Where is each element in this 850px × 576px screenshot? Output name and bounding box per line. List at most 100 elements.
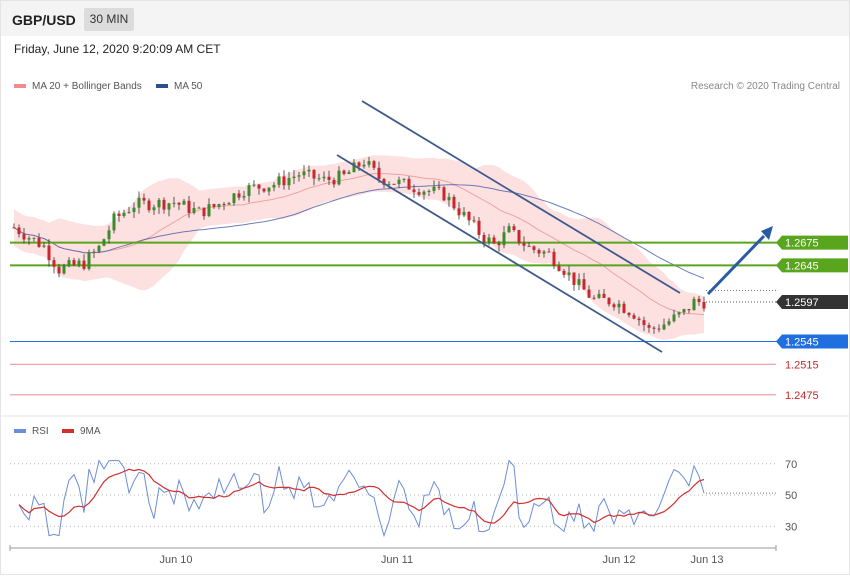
candle-body bbox=[77, 260, 81, 265]
candle-body bbox=[142, 197, 146, 201]
candle-body bbox=[467, 211, 471, 221]
candle-body bbox=[157, 199, 161, 208]
candle-body bbox=[642, 320, 646, 326]
candle-body bbox=[97, 245, 101, 252]
candle-body bbox=[362, 164, 366, 167]
candle-body bbox=[672, 314, 676, 322]
legend-label-ma20: MA 20 + Bollinger Bands bbox=[32, 81, 142, 92]
candle-body bbox=[127, 211, 131, 213]
candle-body bbox=[452, 196, 456, 209]
candle-body bbox=[377, 167, 381, 180]
candle-body bbox=[292, 176, 296, 179]
candle-body bbox=[172, 202, 176, 204]
candle-body bbox=[317, 178, 321, 180]
candle-body bbox=[477, 220, 481, 235]
candle-body bbox=[622, 303, 626, 313]
chart-header: GBP/USD 30 MIN bbox=[0, 0, 850, 36]
candle-body bbox=[22, 234, 26, 240]
candle-body bbox=[177, 202, 181, 205]
candle-body bbox=[227, 203, 231, 205]
candle-body bbox=[617, 303, 621, 308]
candle-body bbox=[637, 318, 641, 321]
candle-body bbox=[412, 189, 416, 193]
credit-text: Research © 2020 Trading Central bbox=[690, 81, 840, 92]
candle-body bbox=[382, 179, 386, 185]
candle-body bbox=[107, 230, 111, 240]
candle-body bbox=[147, 200, 151, 211]
candle-body bbox=[182, 200, 186, 205]
candle-body bbox=[222, 204, 226, 206]
candle-body bbox=[597, 293, 601, 298]
candle-body bbox=[12, 227, 16, 229]
forecast-arrow-head bbox=[761, 226, 773, 240]
candle-body bbox=[152, 207, 156, 211]
timeframe-button[interactable]: 30 MIN bbox=[84, 8, 134, 31]
candle-body bbox=[542, 251, 546, 254]
legend-swatch-rsi bbox=[14, 429, 26, 434]
rsi-tick-label: 50 bbox=[785, 490, 797, 502]
candle-body bbox=[462, 211, 466, 216]
candle-body bbox=[417, 192, 421, 195]
forecast-arrow-shaft bbox=[706, 234, 766, 296]
candle-body bbox=[262, 188, 266, 192]
candle-body bbox=[667, 321, 671, 325]
candle-body bbox=[352, 162, 356, 173]
bollinger-band-fill bbox=[14, 155, 704, 341]
legend-rsi: RSI bbox=[14, 426, 49, 437]
candle-body bbox=[657, 328, 661, 330]
candle-body bbox=[192, 207, 196, 213]
candle-body bbox=[582, 279, 586, 290]
candle-body bbox=[422, 191, 426, 195]
candle-body bbox=[232, 193, 236, 204]
candle-body bbox=[207, 204, 211, 217]
candle-body bbox=[92, 251, 96, 253]
candle-body bbox=[677, 312, 681, 315]
candle-body bbox=[632, 315, 636, 319]
x-tick-label: Jun 13 bbox=[690, 554, 723, 566]
rsi-line bbox=[18, 459, 705, 538]
legend-swatch-9ma bbox=[62, 429, 74, 434]
candle-body bbox=[427, 190, 431, 192]
candle-body bbox=[397, 179, 401, 185]
candle-body bbox=[42, 245, 46, 247]
candle-body bbox=[497, 243, 501, 246]
candle-body bbox=[167, 203, 171, 210]
candle-body bbox=[342, 170, 346, 174]
legend-label-ma50: MA 50 bbox=[174, 81, 203, 92]
candle-body bbox=[367, 161, 371, 165]
candle-body bbox=[527, 245, 531, 247]
candle-body bbox=[47, 245, 51, 261]
candle-body bbox=[242, 196, 246, 198]
candle-body bbox=[202, 207, 206, 217]
candle-body bbox=[487, 237, 491, 242]
candle-body bbox=[407, 178, 411, 190]
legend-label-9ma: 9MA bbox=[80, 426, 101, 437]
level-label: 1.2675 bbox=[785, 238, 819, 250]
candle-body bbox=[322, 176, 326, 179]
legend-ma50: MA 50 bbox=[156, 81, 202, 92]
candle-body bbox=[187, 200, 191, 213]
x-tick-label: Jun 11 bbox=[381, 554, 413, 566]
level-label: 1.2645 bbox=[785, 260, 819, 272]
candle-body bbox=[457, 208, 461, 216]
candle-body bbox=[662, 324, 666, 330]
rsi-tick-label: 70 bbox=[785, 459, 797, 471]
candle-body bbox=[217, 204, 221, 207]
legend-swatch-ma50 bbox=[156, 84, 168, 89]
candle-body bbox=[102, 239, 106, 246]
candle-body bbox=[402, 178, 406, 180]
x-tick-label: Jun 10 bbox=[159, 554, 192, 566]
candle-body bbox=[212, 204, 216, 207]
candle-body bbox=[72, 260, 76, 265]
level-badge bbox=[776, 235, 848, 250]
ma20-line bbox=[13, 172, 705, 316]
candle-body bbox=[347, 172, 351, 174]
candle-body bbox=[567, 272, 571, 275]
candle-body bbox=[522, 243, 526, 246]
candle-body bbox=[122, 212, 126, 217]
candle-body bbox=[327, 176, 331, 181]
candle-body bbox=[572, 272, 576, 285]
candle-body bbox=[532, 246, 536, 250]
candle-body bbox=[62, 265, 66, 274]
